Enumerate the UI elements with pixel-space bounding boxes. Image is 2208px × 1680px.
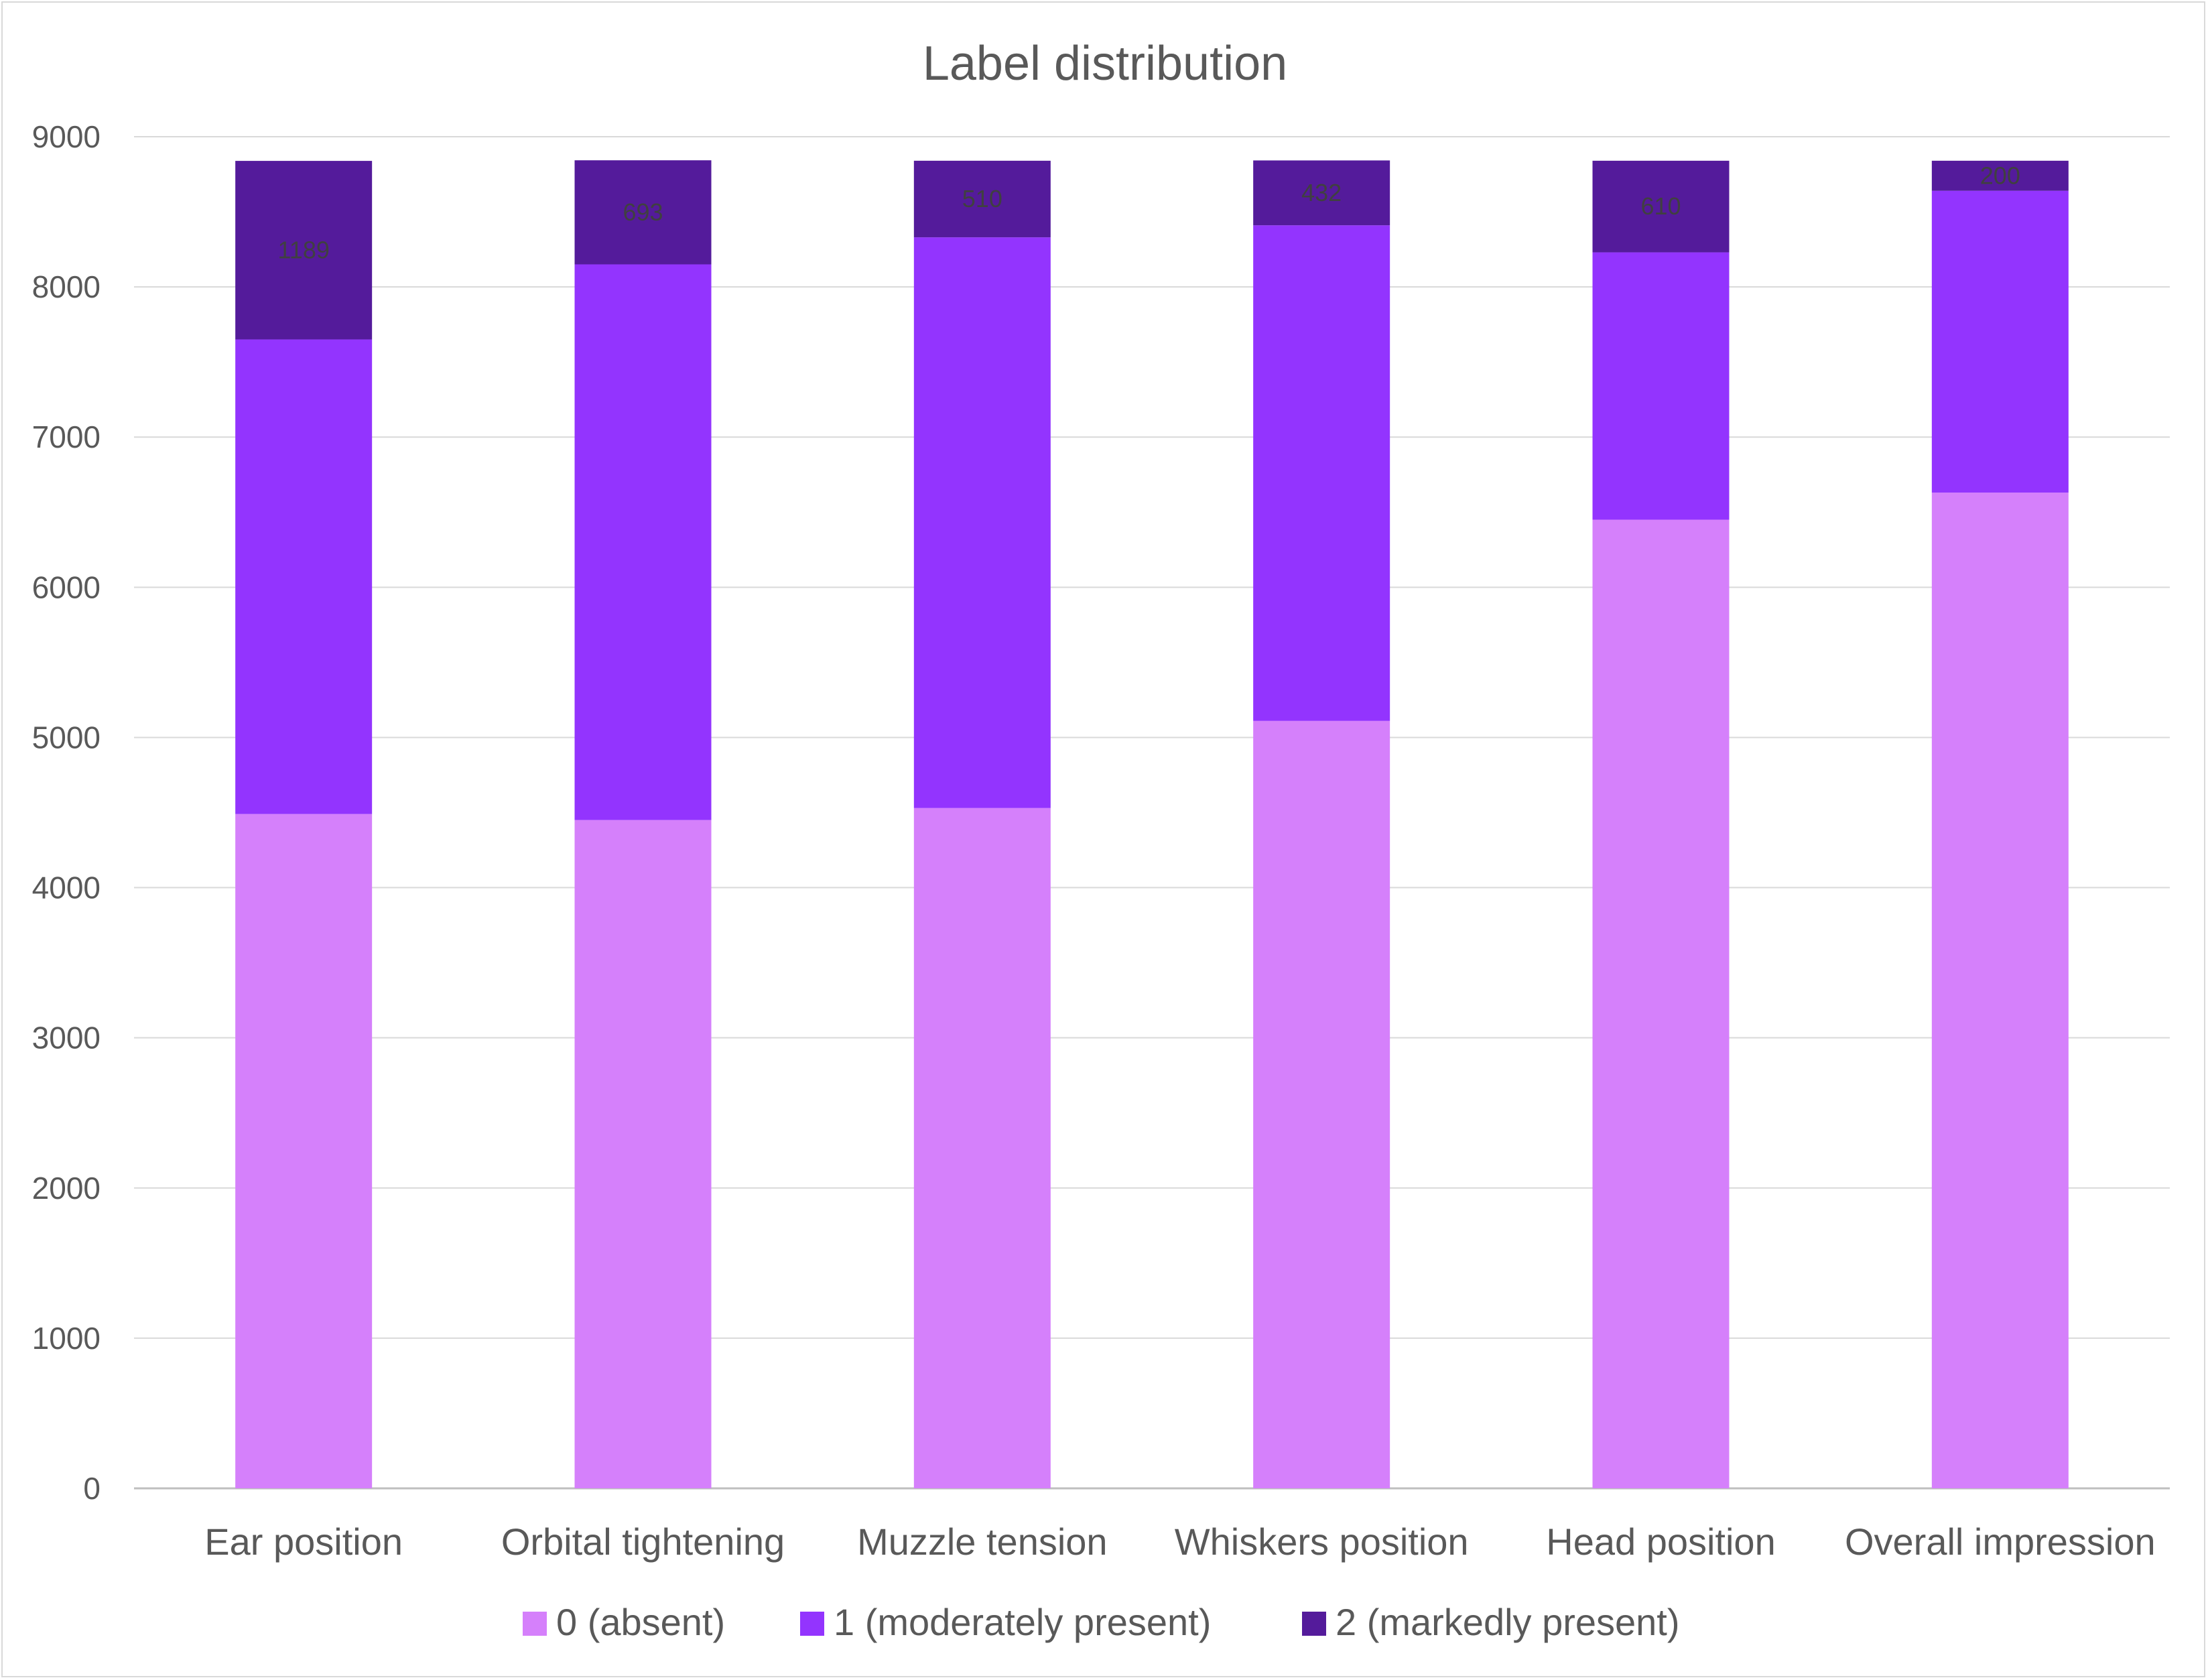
y-tick-label: 3000 [32,1021,101,1055]
bar-segment [1931,160,2069,191]
bar-segment [1592,252,1730,520]
legend-swatch [1302,1612,1326,1636]
y-tick-label: 1000 [32,1321,101,1356]
bar-segment [574,160,712,265]
y-axis-ticks: 0 1000 2000 3000 4000 5000 6000 7000 8000 9000 [32,119,101,1506]
bar-segment [913,160,1051,238]
data-label: 432 [1301,179,1342,206]
legend-swatch [523,1612,547,1636]
y-tick-label: 9000 [32,119,101,154]
y-tick-label: 8000 [32,269,101,304]
bar-segment [913,807,1051,1488]
chart-title: Label distribution [923,37,1287,90]
bar-segment [235,339,373,814]
bar-segment [1592,160,1730,253]
bars [235,160,2069,1488]
x-category-label: Whiskers position [1175,1521,1469,1563]
legend: 0 (absent) 1 (moderately present) 2 (marke… [523,1601,1680,1643]
bar-segment [1253,160,1390,226]
bar-segment [1253,225,1390,721]
legend-label: 1 (moderately present) [834,1601,1211,1643]
legend-swatch [800,1612,824,1636]
bar-segment [1931,493,2069,1488]
y-tick-label: 2000 [32,1171,101,1206]
y-tick-label: 6000 [32,570,101,604]
x-axis-categories: Ear position Orbital tightening Muzzle ten… [204,1521,2155,1563]
data-labels: 1189 693 510 432 610 200 [277,161,2020,263]
legend-label: 2 (markedly present) [1336,1601,1680,1643]
bar-segment [574,820,712,1488]
x-category-label: Overall impression [1845,1521,2156,1563]
gridlines [134,136,2170,1490]
bar-segment [1253,720,1390,1488]
data-label: 693 [623,198,663,226]
bar-segment [1592,519,1730,1488]
x-category-label: Orbital tightening [501,1521,785,1563]
data-label: 200 [1980,161,2020,189]
y-tick-label: 0 [83,1471,101,1506]
legend-label: 0 (absent) [556,1601,725,1643]
x-category-label: Muzzle tension [857,1521,1108,1563]
stacked-bar-chart: Label distribution 0 1000 2000 3000 4000 5000… [32,37,2170,1643]
data-label: 610 [1640,192,1681,220]
bar-segment [913,237,1051,808]
data-label: 510 [962,185,1002,212]
bar-segment [1931,190,2069,493]
x-category-label: Ear position [204,1521,403,1563]
bar-segment [235,161,373,340]
bar-segment [235,814,373,1488]
bar-segment [574,264,712,820]
y-tick-label: 4000 [32,870,101,905]
y-tick-label: 7000 [32,419,101,454]
y-tick-label: 5000 [32,720,101,755]
data-label: 1189 [277,236,329,263]
x-category-label: Head position [1546,1521,1775,1563]
